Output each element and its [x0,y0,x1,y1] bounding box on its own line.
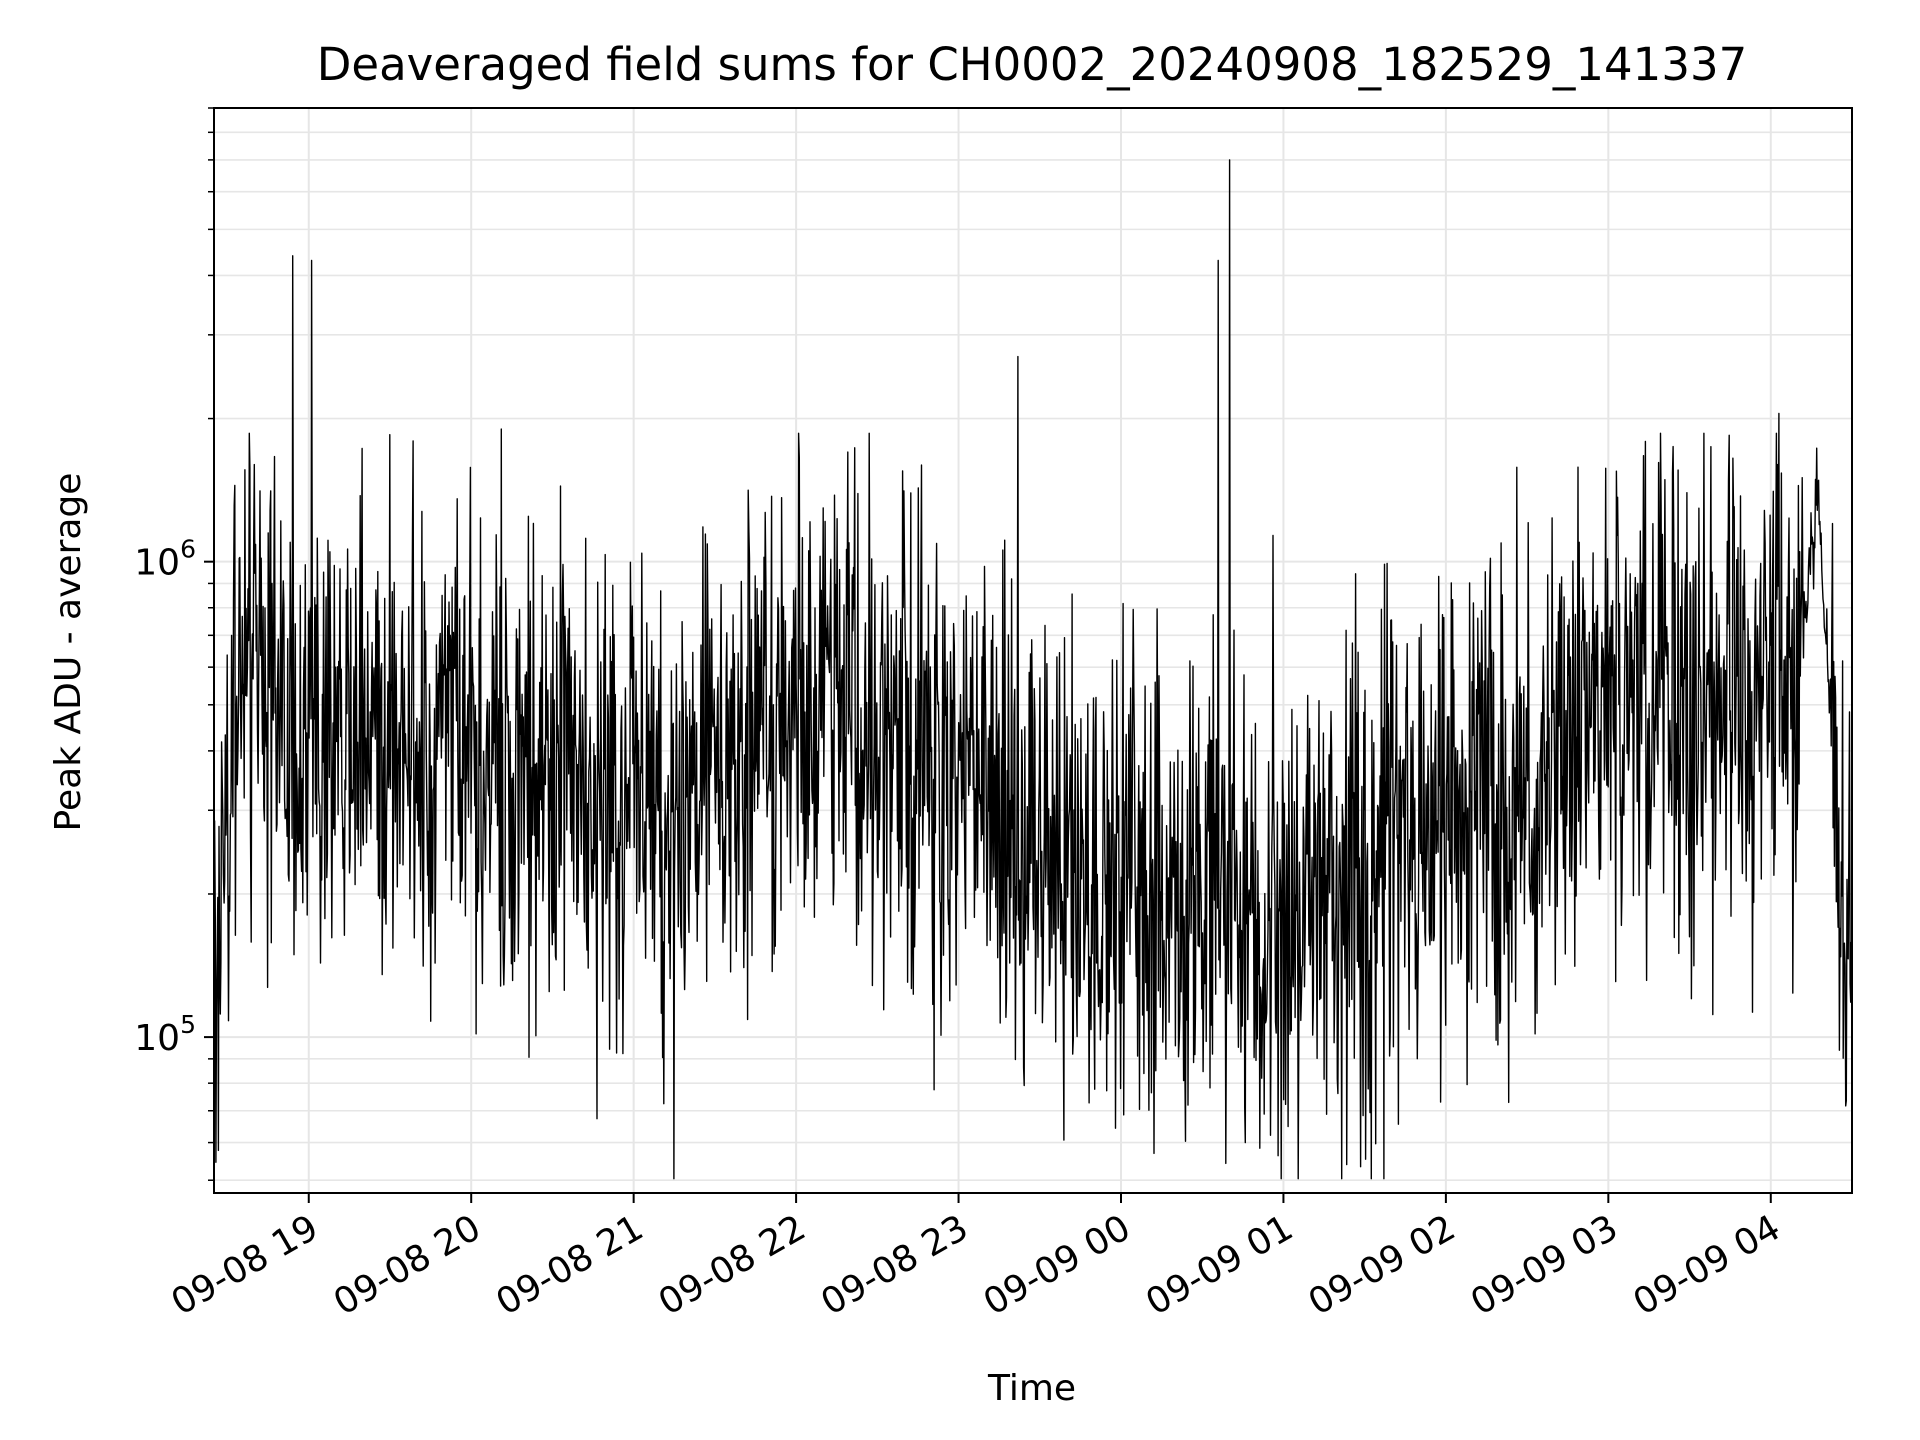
y-tick-label-base: 10 [134,1018,180,1059]
y-axis-label: Peak ADU - average [48,473,89,832]
y-tick-label-exponent: 5 [180,1010,196,1039]
data-series [213,159,1853,1180]
y-tick-label-exponent: 6 [180,535,196,564]
y-tick-label: 105 [134,1010,196,1059]
x-axis-label: Time [987,1368,1076,1409]
series-line [213,159,1853,1180]
y-tick-label-base: 10 [134,543,180,584]
y-tick-label: 106 [134,535,196,584]
chart-title: Deaveraged field sums for CH0002_2024090… [317,38,1747,91]
plot-frame [213,107,1853,1194]
